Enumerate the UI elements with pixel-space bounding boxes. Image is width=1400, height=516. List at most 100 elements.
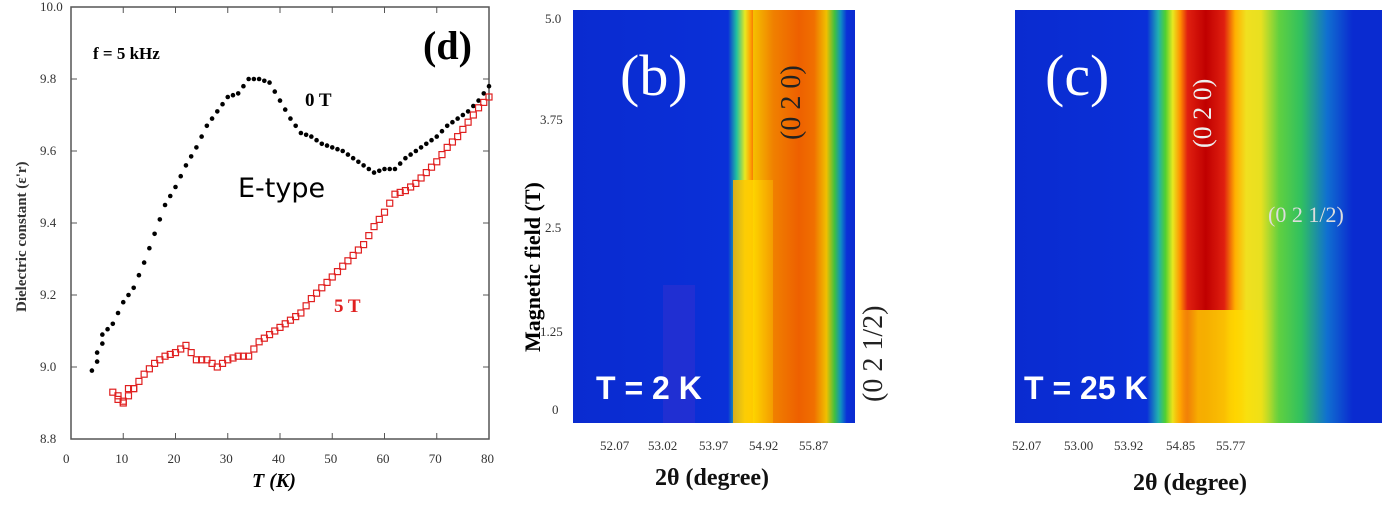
data-point-0T: [408, 152, 413, 157]
data-point-0T: [434, 134, 440, 139]
data-point-5T: [339, 262, 347, 270]
data-point-0T: [157, 217, 163, 222]
temperature-label-c: T = 25 K: [1024, 370, 1148, 406]
data-point-0T: [319, 141, 325, 147]
data-point-0T: [293, 123, 298, 129]
data-point-5T: [260, 334, 268, 342]
data-point-5T: [360, 241, 368, 249]
data-point-0T: [199, 134, 204, 139]
data-point-5T: [443, 143, 451, 151]
ytick-b-2.5: 2.5: [545, 220, 562, 235]
data-point-5T: [177, 345, 185, 353]
data-point-0T: [262, 78, 267, 84]
xtick-c: 54.85: [1166, 438, 1196, 453]
data-point-0T: [486, 83, 492, 89]
data-point-0T: [152, 231, 157, 237]
data-point-0T: [397, 161, 403, 166]
data-point-0T: [167, 193, 173, 199]
xtick-b: 52.07: [600, 438, 630, 453]
data-point-5T: [187, 349, 195, 357]
data-point-5T: [218, 359, 227, 367]
peak-label-021half-c: (0 2 1/2): [1268, 202, 1344, 227]
data-point-0T: [288, 116, 293, 121]
ytick-label-d: 9.2: [40, 287, 57, 302]
xtick-b: 55.87: [799, 438, 829, 453]
data-point-0T: [366, 166, 372, 172]
data-point-5T: [474, 104, 483, 112]
data-point-0T: [418, 145, 424, 150]
xtick-b: 54.92: [749, 438, 779, 453]
temperature-label-b: T = 2 K: [596, 370, 702, 406]
data-point-5T: [124, 392, 133, 400]
data-point-5T: [135, 377, 143, 385]
panel-label-b: (b): [620, 43, 688, 108]
data-point-5T: [250, 345, 258, 353]
xtick-b: 53.02: [648, 438, 678, 453]
data-point-0T: [173, 184, 178, 190]
data-point-5T: [286, 316, 295, 324]
data-point-5T: [224, 356, 232, 364]
data-point-0T: [439, 128, 445, 134]
data-point-5T: [386, 199, 394, 207]
xtick-label-d: 20: [167, 451, 181, 466]
xtick-c: 52.07: [1012, 438, 1042, 453]
data-point-0T: [225, 94, 231, 100]
data-point-0T: [94, 359, 100, 364]
data-point-0T: [147, 245, 152, 251]
data-point-0T: [340, 148, 346, 154]
data-point-0T: [329, 145, 335, 150]
data-point-5T: [307, 295, 315, 303]
panel-label-c: (c): [1045, 43, 1110, 108]
panel-label-d: (d): [423, 23, 472, 68]
data-point-5T: [380, 208, 389, 216]
series-label-5T: 5 T: [334, 296, 361, 317]
data-point-0T: [126, 292, 131, 298]
axis-title-x-d: T (K): [252, 470, 296, 492]
xtick-b: 53.97: [699, 438, 729, 453]
phase-annotation: E-type: [238, 173, 326, 204]
data-point-5T: [401, 187, 409, 195]
data-point-5T: [328, 273, 336, 281]
data-point-0T: [272, 89, 278, 94]
xtick-label-d: 60: [376, 451, 390, 466]
series-label-0T: 0 T: [305, 90, 332, 111]
xtick-label-d: 40: [272, 451, 285, 466]
ytick-b-3.75: 3.75: [540, 112, 563, 127]
dielectric-plot: [70, 6, 493, 440]
data-point-5T: [318, 284, 326, 292]
ytick-label-d: 10.0: [40, 0, 63, 14]
axis-title-x-c: 2θ (degree): [1133, 470, 1248, 496]
data-point-5T: [349, 251, 357, 259]
ytick-label-d: 8.8: [40, 431, 57, 446]
data-point-0T: [324, 143, 330, 148]
data-point-0T: [183, 163, 189, 168]
data-point-0T: [100, 332, 105, 337]
data-point-5T: [323, 278, 331, 286]
heatmap-c: [1015, 10, 1382, 423]
data-point-0T: [356, 159, 361, 165]
data-point-0T: [350, 155, 356, 161]
data-point-0T: [382, 166, 387, 172]
data-point-5T: [234, 352, 242, 360]
data-point-5T: [245, 352, 253, 360]
data-point-5T: [198, 356, 206, 364]
data-point-0T: [455, 116, 460, 121]
xtick-c: 53.00: [1064, 438, 1094, 453]
xtick-label-d: 30: [219, 451, 233, 466]
data-point-0T: [267, 80, 272, 85]
data-point-5T: [130, 385, 138, 393]
data-point-5T: [124, 385, 133, 393]
data-point-0T: [303, 132, 309, 138]
data-point-5T: [271, 327, 279, 335]
ytick-label-d: 9.0: [40, 359, 57, 374]
data-point-5T: [422, 169, 430, 177]
heatmap-b: [573, 10, 855, 423]
data-point-5T: [417, 174, 425, 182]
data-point-5T: [145, 365, 153, 373]
data-point-5T: [448, 138, 457, 146]
data-point-0T: [460, 112, 466, 118]
data-point-0T: [450, 119, 455, 125]
data-point-0T: [89, 368, 95, 373]
data-point-5T: [396, 188, 404, 196]
xtick-label-d: 0: [63, 451, 70, 466]
